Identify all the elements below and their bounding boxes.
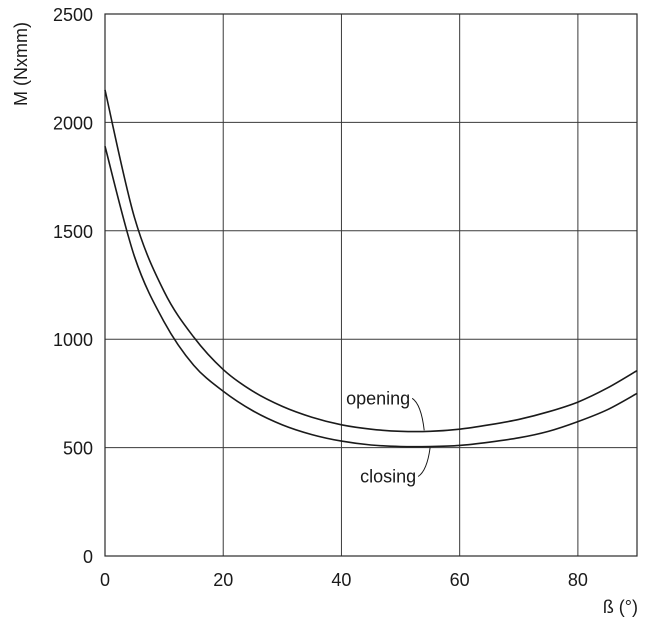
series-line-opening [104,89,638,433]
x-tick-label: 20 [213,570,233,590]
closing-leader [417,447,431,477]
series-line-closing [104,146,638,448]
opening-leader [411,397,425,431]
y-tick-label: 500 [63,439,93,459]
x-axis-title: ß (°) [603,597,638,617]
y-tick-label: 2500 [53,5,93,25]
x-tick-label: 60 [450,570,470,590]
series-label-closing: closing [360,467,416,487]
series-layer [104,89,638,448]
x-tick-label: 0 [100,570,110,590]
x-tick-labels: 0 20 40 60 80 [100,570,588,590]
y-tick-label: 1000 [53,330,93,350]
y-tick-label: 2000 [53,113,93,133]
plot-frame [104,13,638,557]
y-axis-title: M (Nxmm) [11,22,31,106]
x-tick-label: 80 [568,570,588,590]
x-tick-label: 40 [331,570,351,590]
series-label-opening: opening [346,388,410,408]
annotation-layer: opening closing [346,388,431,487]
y-tick-labels: 0 500 1000 1500 2000 2500 [53,5,93,567]
y-tick-label: 1500 [53,222,93,242]
y-tick-label: 0 [83,547,93,567]
